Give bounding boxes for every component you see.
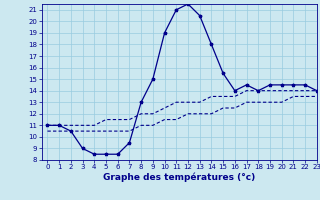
X-axis label: Graphe des températures (°c): Graphe des températures (°c)	[103, 173, 255, 182]
